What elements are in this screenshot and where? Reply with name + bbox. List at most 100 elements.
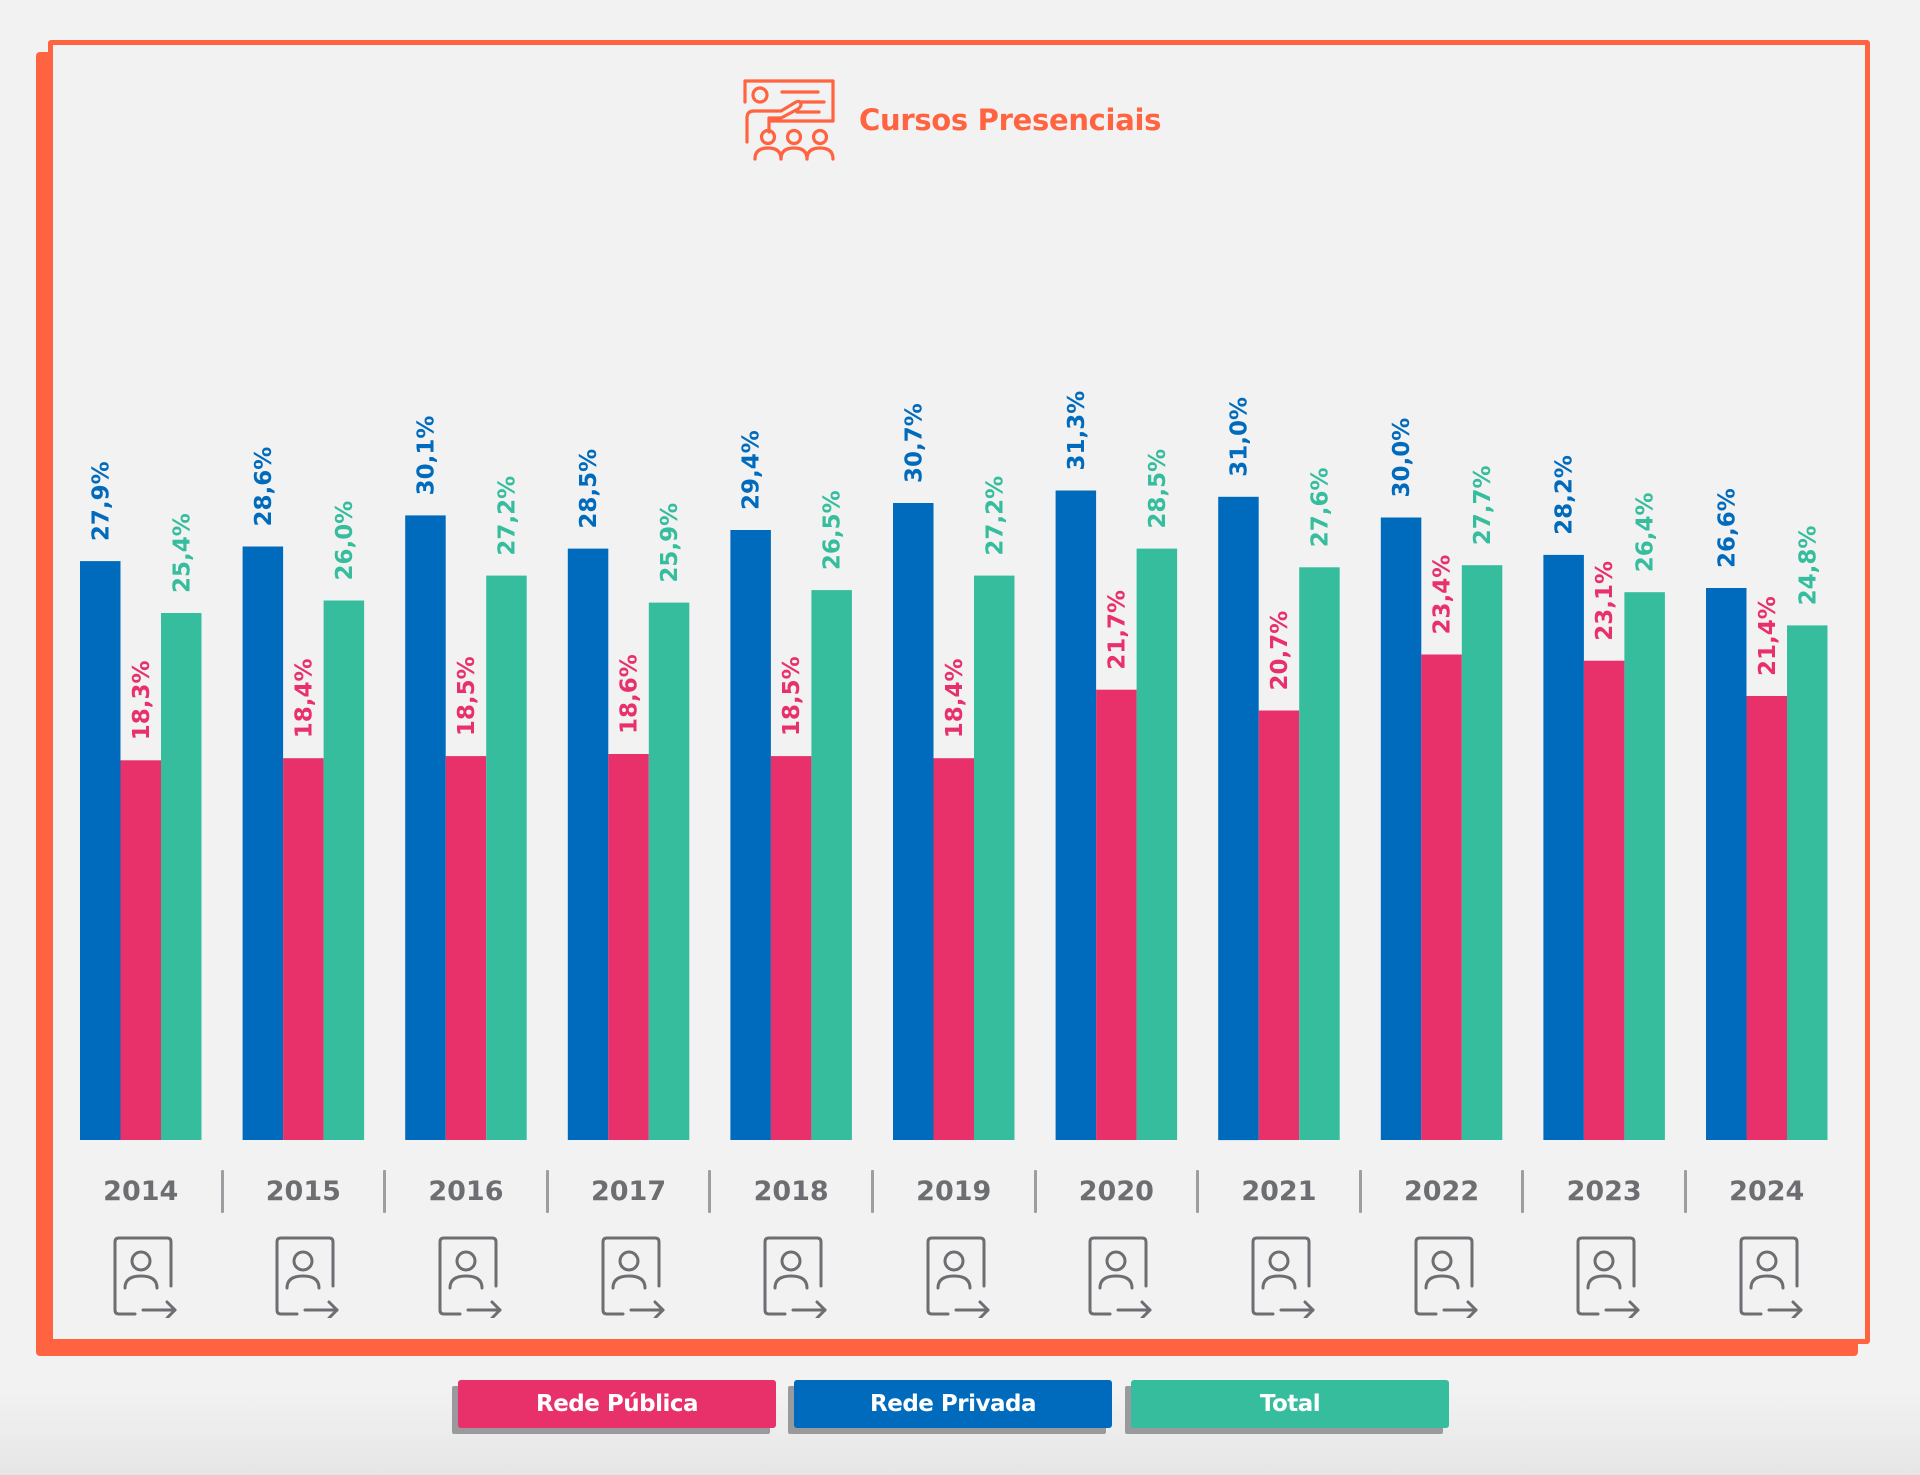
bar-rede-publica-2019 (933, 758, 974, 1140)
person-exit-icon (438, 1236, 502, 1318)
person-exit-icon (601, 1236, 665, 1318)
x-tick-label: 2016 (428, 1176, 504, 1207)
x-tick-label: 2014 (103, 1176, 179, 1207)
bar-group-2017: 28,5% 18,6% 25,9% (567, 449, 690, 1140)
legend-item-rede-privada[interactable]: Rede Privada (788, 1380, 1112, 1434)
bar-total-2015 (323, 600, 365, 1140)
bar-total-2021 (1299, 567, 1340, 1140)
data-label-total-2015: 26,0% (332, 501, 358, 581)
bar-total-2016 (486, 575, 527, 1140)
bar-total-2022 (1461, 565, 1503, 1140)
bar-rede-privada-2014 (80, 561, 121, 1140)
bar-rede-publica-2015 (283, 758, 324, 1140)
bar-rede-publica-2023 (1583, 660, 1625, 1140)
bar-rede-privada-2024 (1706, 588, 1747, 1140)
bar-rede-privada-2020 (1055, 490, 1097, 1140)
person-exit-icon (1251, 1236, 1315, 1318)
data-label-rede-publica-2020: 21,7% (1104, 590, 1130, 670)
bar-total-2014 (161, 613, 202, 1140)
chart-header: Cursos Presenciais (741, 78, 1161, 162)
year-separator (708, 1170, 712, 1213)
bar-group-2021: 31,0% 20,7% 27,6% (1218, 397, 1340, 1141)
legend-swatch: Rede Pública (458, 1380, 776, 1428)
person-exit-icon (1576, 1236, 1640, 1318)
year-separator (870, 1170, 874, 1213)
data-label-total-2014: 25,4% (169, 513, 195, 593)
data-label-rede-privada-2020: 31,3% (1064, 391, 1090, 471)
chart-title: Cursos Presenciais (859, 103, 1162, 137)
data-label-total-2021: 27,6% (1308, 468, 1334, 548)
data-label-rede-publica-2021: 20,7% (1267, 611, 1293, 691)
x-tick-label: 2024 (1729, 1176, 1805, 1207)
x-tick-label: 2015 (265, 1176, 341, 1207)
data-label-rede-publica-2024: 21,4% (1755, 596, 1781, 676)
year-separator (220, 1170, 224, 1213)
data-label-rede-publica-2019: 18,4% (942, 658, 968, 738)
data-label-rede-publica-2018: 18,5% (779, 656, 805, 736)
bar-group-2016: 30,1% 18,5% 27,2% (405, 416, 527, 1140)
bar-group-2024: 26,6% 21,4% 24,8% (1706, 488, 1828, 1140)
bar-total-2024 (1787, 625, 1828, 1140)
data-label-rede-privada-2021: 31,0% (1227, 397, 1253, 477)
bar-rede-publica-2020 (1096, 689, 1137, 1140)
bar-total-2020 (1136, 548, 1178, 1140)
data-label-total-2023: 26,4% (1633, 492, 1659, 572)
data-label-rede-privada-2022: 30,0% (1389, 418, 1415, 498)
x-tick-label: 2022 (1403, 1176, 1480, 1207)
legend-label: Total (1259, 1391, 1321, 1417)
person-exit-icon (1739, 1236, 1803, 1318)
data-label-total-2020: 28,5% (1145, 449, 1171, 529)
bar-rede-privada-2017 (567, 548, 609, 1140)
person-exit-icon (926, 1236, 990, 1318)
legend-swatch: Rede Privada (794, 1380, 1112, 1428)
legend-item-rede-publica[interactable]: Rede Pública (452, 1380, 776, 1434)
legend-item-total[interactable]: Total (1125, 1380, 1449, 1434)
data-label-rede-privada-2019: 30,7% (901, 403, 927, 483)
bar-rede-privada-2018 (730, 530, 771, 1140)
legend-swatch: Total (1131, 1380, 1449, 1428)
bar-rede-privada-2015 (242, 546, 284, 1140)
data-label-rede-privada-2023: 28,2% (1552, 455, 1578, 535)
data-label-rede-privada-2015: 28,6% (251, 447, 277, 527)
person-exit-icon (275, 1236, 339, 1318)
data-label-total-2024: 24,8% (1795, 526, 1821, 606)
bar-rede-publica-2024 (1746, 696, 1787, 1140)
bar-rede-publica-2017 (608, 754, 649, 1140)
data-label-total-2016: 27,2% (495, 476, 521, 556)
x-tick-label: 2017 (590, 1176, 667, 1207)
year-separator (1521, 1170, 1525, 1213)
bar-group-2019: 30,7% 18,4% 27,2% (893, 403, 1015, 1140)
bar-rede-privada-2019 (893, 503, 934, 1140)
data-label-rede-publica-2022: 23,4% (1430, 555, 1456, 635)
bar-rede-publica-2016 (445, 756, 487, 1140)
x-tick-label: 2020 (1078, 1176, 1154, 1207)
x-tick-label: 2021 (1241, 1176, 1317, 1207)
person-exit-icon (113, 1236, 177, 1318)
data-label-rede-privada-2014: 27,9% (88, 461, 114, 541)
bar-rede-privada-2023 (1543, 554, 1584, 1140)
year-separator (1683, 1170, 1687, 1213)
data-label-rede-publica-2014: 18,3% (129, 661, 155, 741)
year-separator (1033, 1170, 1037, 1213)
year-separator (1358, 1170, 1362, 1213)
data-label-total-2017: 25,9% (657, 503, 683, 583)
bar-group-2023: 28,2% 23,1% 26,4% (1543, 455, 1665, 1140)
data-label-rede-publica-2017: 18,6% (617, 654, 643, 734)
data-label-rede-privada-2018: 29,4% (739, 430, 765, 510)
bar-rede-publica-2014 (120, 760, 161, 1140)
x-tick-label: 2019 (916, 1176, 992, 1207)
data-label-total-2019: 27,2% (982, 476, 1008, 556)
year-separator (545, 1170, 549, 1213)
data-label-rede-publica-2016: 18,5% (454, 656, 480, 736)
teacher-presentation-icon (743, 79, 835, 161)
bar-group-2015: 28,6% 18,4% 26,0% (242, 447, 365, 1140)
bar-rede-publica-2018 (770, 756, 812, 1140)
data-label-rede-publica-2015: 18,4% (291, 658, 317, 738)
bar-total-2018 (811, 590, 852, 1140)
bar-rede-privada-2016 (405, 515, 446, 1140)
bar-rede-privada-2022 (1380, 517, 1422, 1140)
bar-group-2022: 30,0% 23,4% 27,7% (1380, 418, 1503, 1140)
data-label-rede-publica-2023: 23,1% (1592, 561, 1618, 641)
data-label-rede-privada-2024: 26,6% (1714, 488, 1740, 568)
